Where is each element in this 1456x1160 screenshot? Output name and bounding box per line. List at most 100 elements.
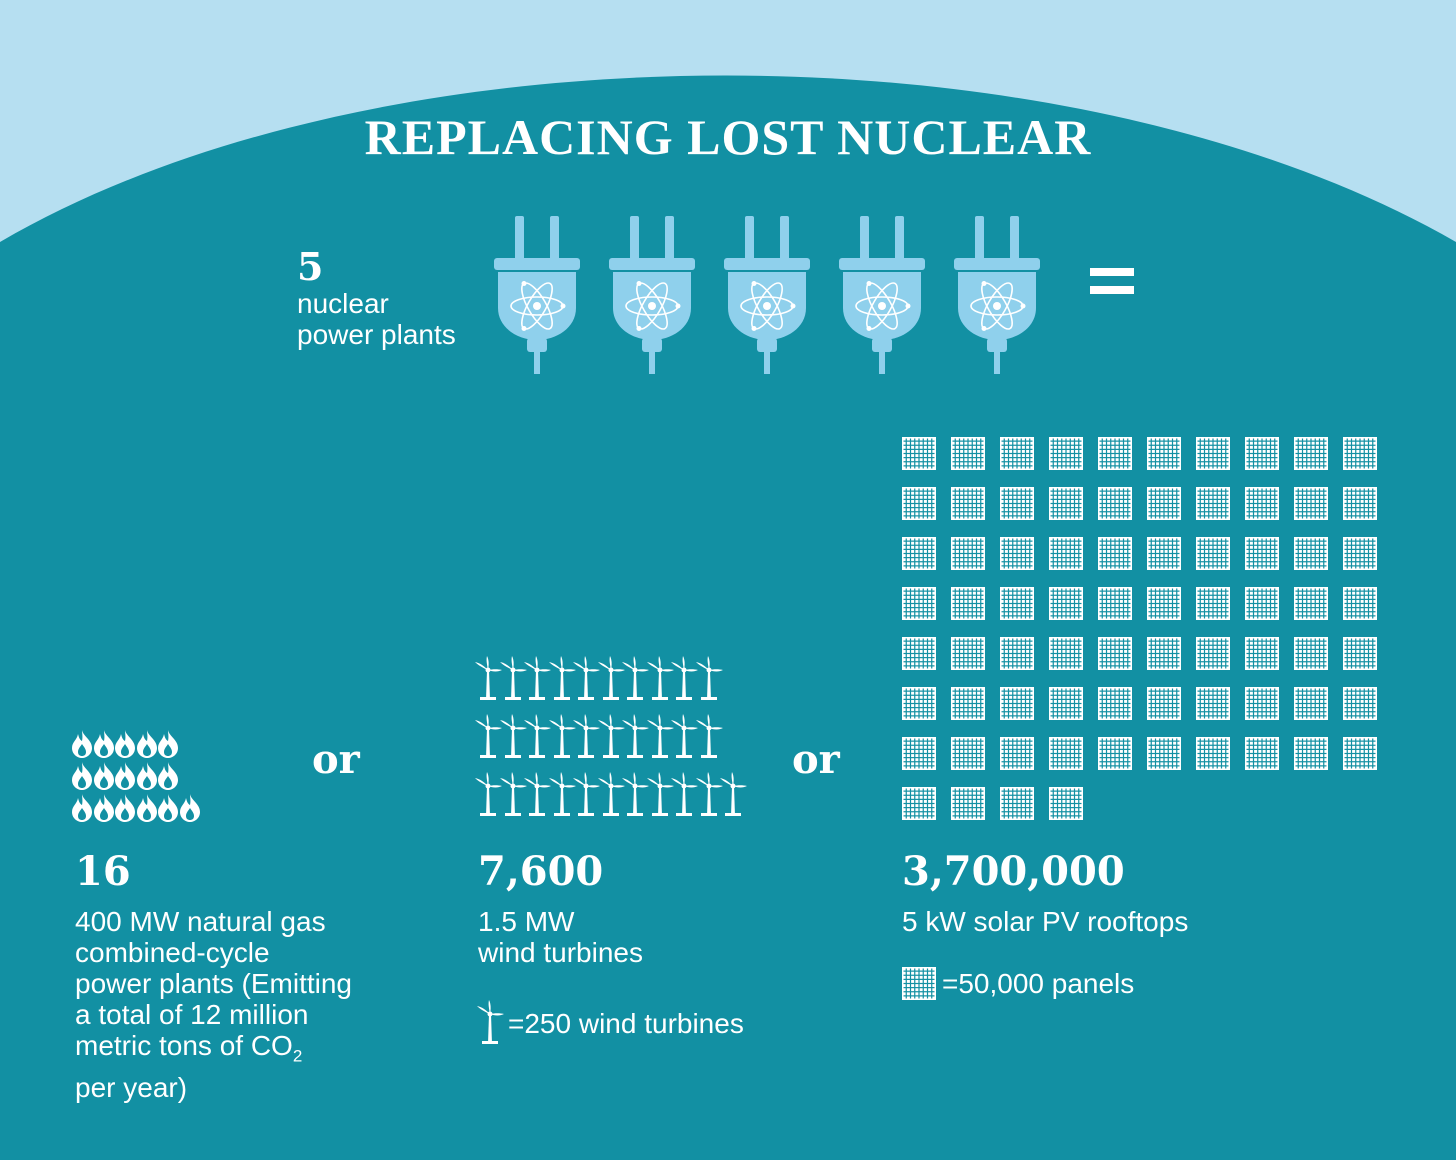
solar-panel-icon [902,487,936,520]
wind-turbine-icon [524,714,551,758]
wind-legend: =250 wind turbines [508,1008,744,1039]
solar-panel-icon [1294,637,1328,670]
gas-description-line: metric tons of CO2 [75,1030,352,1072]
wind-description-line: wind turbines [478,937,643,968]
solar-panel-icon [1294,437,1328,470]
flame-icon [136,794,157,822]
nuclear-label: nuclear power plants [297,288,456,350]
solar-panel-icon [1343,487,1377,520]
solar-panel-icon [1098,687,1132,720]
solar-panel-icon [951,687,985,720]
solar-panel-icon [902,437,936,470]
solar-panel-icon [951,637,985,670]
co2-text: metric tons of CO [75,1030,293,1061]
gas-description: 400 MW natural gas combined-cycle power … [75,906,352,1103]
solar-panel-icon [1098,487,1132,520]
solar-panel-icon [902,637,936,670]
solar-panel-icon [951,437,985,470]
nuclear-plug-icon [609,216,695,374]
solar-panel-icon [902,737,936,770]
solar-panel-icon [1196,737,1230,770]
flame-icon [136,730,157,758]
wind-turbine-icon [646,656,674,700]
solar-panel-icon [1196,587,1230,620]
wind-turbine-icon [524,772,551,816]
solar-panel-icon [1294,487,1328,520]
wind-turbine-icon [475,714,502,758]
nuclear-count: 5 [297,244,324,289]
solar-panel-icon [1245,637,1279,670]
solar-panel-icon [1049,587,1083,620]
solar-panel-icon [1098,537,1132,570]
solar-panel-icon [1147,537,1181,570]
wind-turbine-icon [499,656,527,700]
co2-subscript: 2 [292,1046,303,1066]
flame-icon [115,730,135,758]
nuclear-plug-row [494,212,1054,378]
solar-panel-icon [1147,687,1181,720]
solar-panel-icon [1000,487,1034,520]
solar-legend: =50,000 panels [942,968,1135,999]
nuclear-plug-icon [494,216,580,374]
wind-turbine-icon [475,656,502,700]
flame-icon [72,794,92,822]
solar-panel-icon [1294,737,1328,770]
wind-turbine-icon [597,656,625,700]
page-title: REPLACING LOST NUCLEAR [364,109,1092,165]
wind-turbine-icon [475,772,502,816]
solar-panel-icon [951,587,985,620]
wind-turbine-icon [695,714,723,758]
solar-panel-icon [1343,737,1377,770]
gas-description-line: 400 MW natural gas [75,906,326,937]
wind-turbine-icon [573,656,600,700]
wind-turbine-icon [597,714,625,758]
solar-panel-icon [1000,787,1034,820]
solar-panel-icon [1098,587,1132,620]
solar-panel-icon [1000,587,1034,620]
solar-panel-icon [1196,537,1230,570]
solar-panel-icon [1049,487,1083,520]
equals-sign [1090,266,1134,298]
solar-panel-icon [1049,787,1083,820]
wind-turbine-icon [548,772,576,816]
solar-panel-icon [1196,487,1230,520]
flame-icon [72,762,92,790]
solar-panel-icon [1147,587,1181,620]
solar-panel-icon [1294,587,1328,620]
solar-panel-icon [1098,437,1132,470]
wind-turbine-icon [695,656,723,700]
wind-description: 1.5 MW wind turbines [478,906,643,968]
wind-turbine-icon [622,714,649,758]
solar-panel-icon [1294,537,1328,570]
wind-turbine-icon [695,772,723,816]
flame-icon [179,794,200,822]
or-label: or [312,736,360,783]
solar-panel-icon [1196,437,1230,470]
solar-panel-icon [1245,587,1279,620]
solar-panel-icon [1343,537,1377,570]
flame-icon [93,794,114,822]
solar-panel-icon [1343,637,1377,670]
gas-description-line: power plants (Emitting [75,968,353,999]
gas-description-line: a total of 12 million [75,999,309,1030]
wind-count: 7,600 [478,848,604,895]
wind-turbine-icon [671,772,698,816]
solar-panel-icon [951,787,985,820]
nuclear-label-line: power plants [297,319,456,350]
flame-icon [136,762,157,790]
flame-icon [158,730,178,758]
solar-panel-icon [1245,737,1279,770]
wind-turbine-icon [671,656,698,700]
solar-panel-icon [1098,737,1132,770]
solar-panel-grid [902,437,1382,822]
solar-panel-icon [1343,687,1377,720]
solar-panel-icon [1294,687,1328,720]
solar-panel-icon [1245,537,1279,570]
wind-description-line: 1.5 MW [478,906,575,937]
solar-panel-icon [1196,687,1230,720]
wind-turbine-icon [597,772,625,816]
solar-panel-icon [1049,437,1083,470]
flame-icon [93,730,114,758]
wind-turbine-icon [573,714,600,758]
